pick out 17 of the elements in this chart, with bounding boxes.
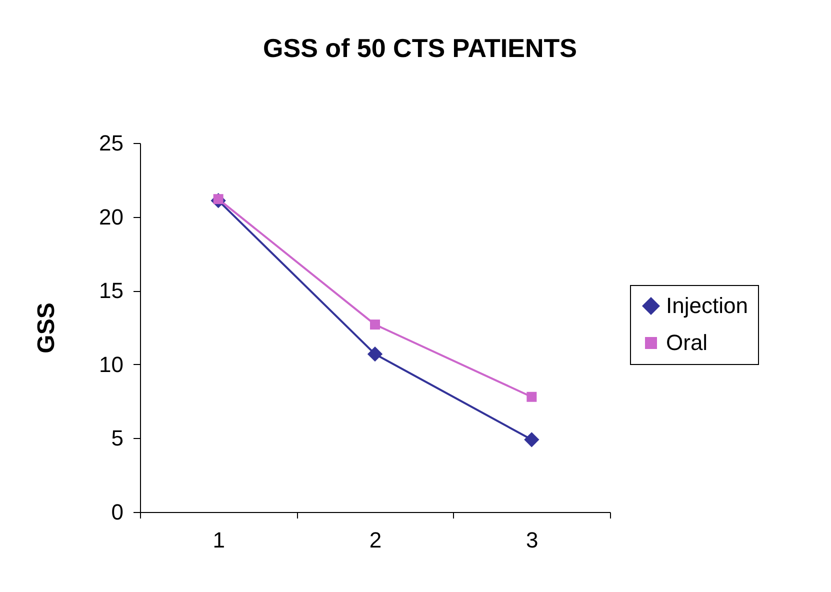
x-tick-label: 1 [212, 528, 225, 552]
point [526, 392, 537, 402]
legend-label: Injection [666, 293, 748, 318]
x-tick-label: 2 [369, 528, 382, 552]
point [367, 346, 383, 362]
legend-label: Oral [666, 330, 708, 355]
y-tick-label: 15 [99, 278, 124, 304]
y-tick-label: 20 [99, 204, 124, 230]
y-tick-label: 25 [99, 130, 124, 156]
chart-title: GSS of 50 CTS PATIENTS [263, 33, 577, 63]
point [370, 320, 380, 330]
y-tick-label: 0 [111, 500, 124, 524]
y-tick-label: 10 [99, 352, 124, 377]
x-tick-label: 3 [526, 528, 538, 552]
y-tick-label: 5 [111, 426, 124, 451]
y-axis-title: GSS [33, 302, 60, 354]
point [524, 432, 540, 448]
